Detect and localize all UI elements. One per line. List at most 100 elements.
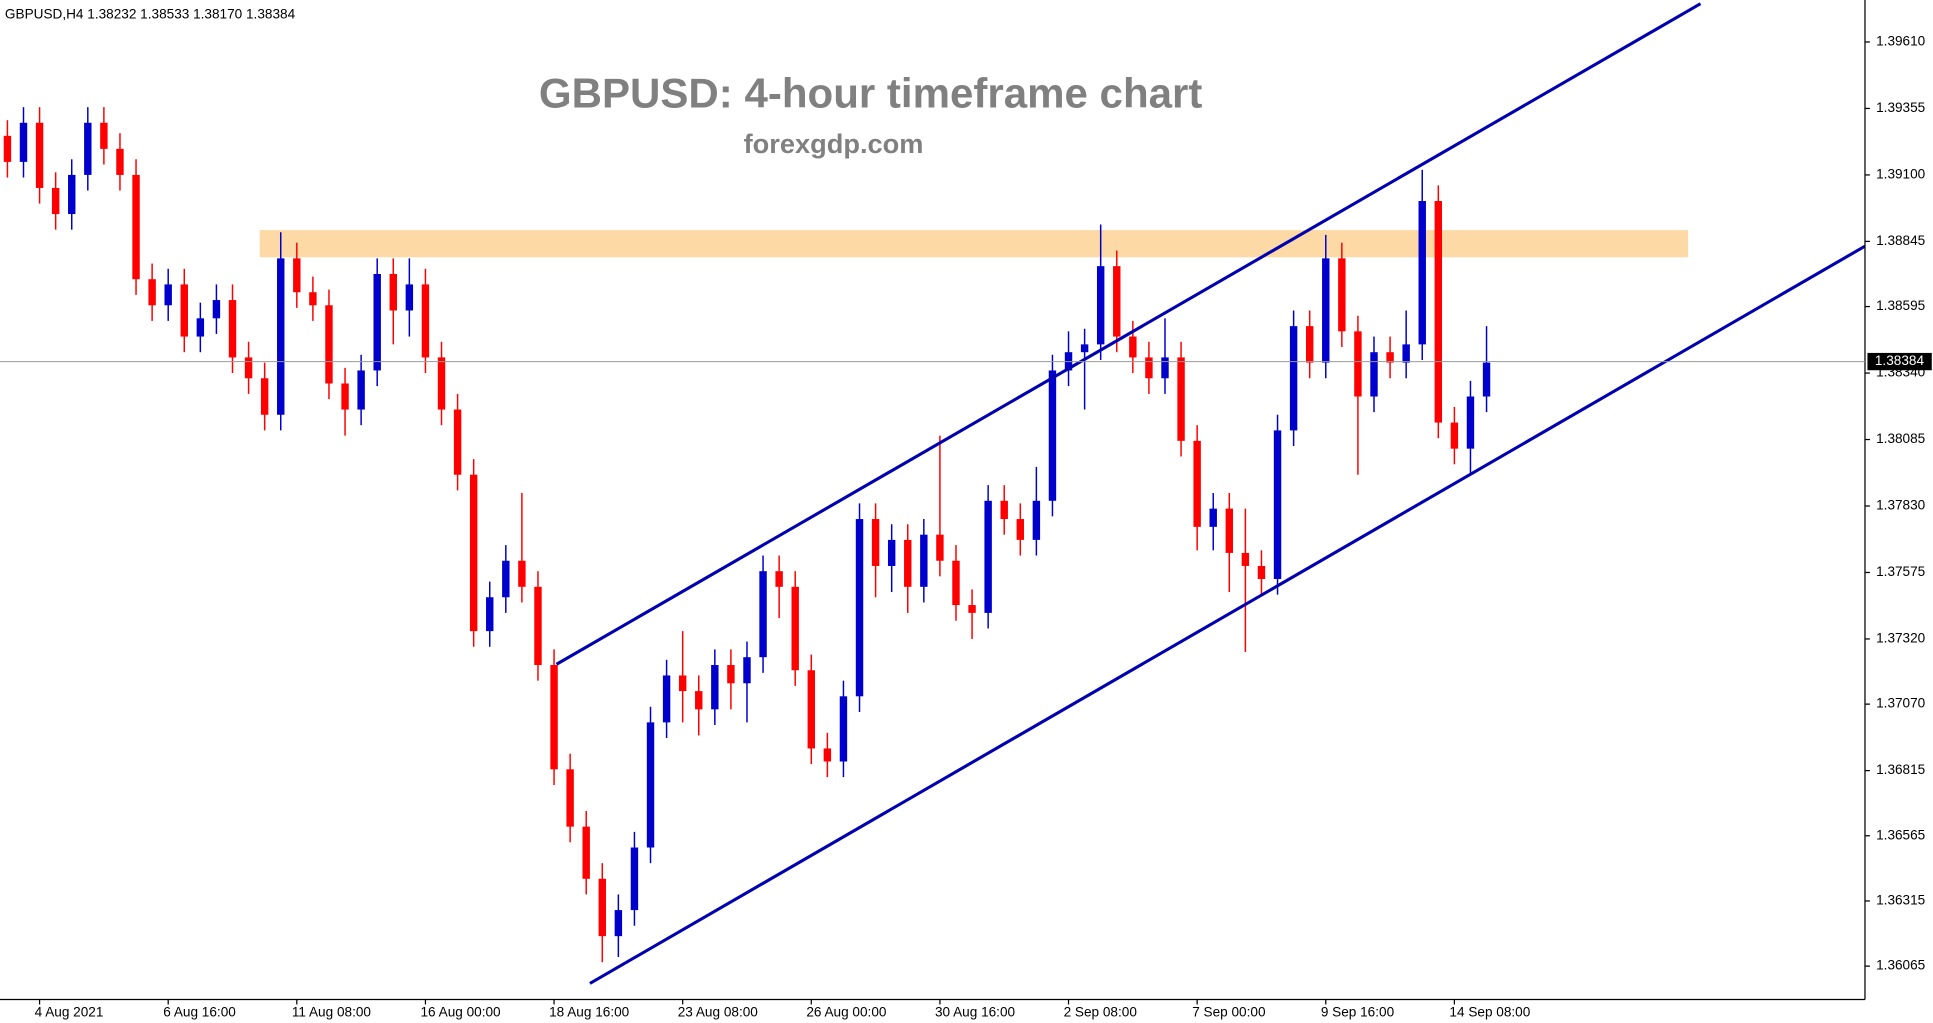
x-tick-label: 16 Aug 00:00: [420, 1005, 501, 1020]
channel-upper: [555, 2, 1702, 666]
candle-body: [437, 357, 446, 410]
candle-body: [1241, 552, 1250, 566]
y-tick-label: 1.37575: [1876, 564, 1925, 579]
candle-body: [51, 187, 60, 215]
y-tick-label: 1.38845: [1876, 233, 1925, 248]
x-tick-label: 14 Sep 08:00: [1449, 1005, 1530, 1020]
candle-body: [1000, 500, 1008, 520]
candle-body: [1482, 362, 1491, 397]
candle-body: [260, 378, 269, 415]
candle-body: [3, 135, 12, 162]
candle-body: [582, 826, 590, 879]
x-tick-label: 9 Sep 16:00: [1321, 1005, 1395, 1020]
candle-body: [1322, 258, 1330, 363]
candle-body: [1305, 326, 1314, 363]
candle-body: [855, 519, 864, 697]
candle-body: [791, 586, 799, 671]
candle-body: [1080, 344, 1089, 353]
candle-body: [646, 722, 655, 848]
candle-body: [309, 292, 317, 306]
candle-body: [711, 665, 719, 710]
candle-body: [132, 174, 140, 280]
candle-body: [1113, 266, 1121, 337]
candle-body: [1257, 565, 1266, 579]
candle-body: [807, 670, 816, 749]
x-tick-label: 4 Aug 2021: [35, 1005, 104, 1020]
candle-body: [662, 675, 671, 723]
chart-title: GBPUSD: 4-hour timeframe chart: [539, 70, 1202, 117]
candle-body: [228, 300, 237, 358]
candle-body: [1370, 352, 1378, 397]
candle-body: [871, 519, 880, 566]
candle-body: [952, 560, 960, 606]
y-tick-label: 1.39100: [1876, 167, 1926, 182]
x-tick-label: 7 Sep 00:00: [1192, 1005, 1266, 1020]
candle-body: [823, 748, 832, 762]
candle-body: [277, 258, 285, 415]
candle-body: [293, 258, 301, 293]
last-price-label: 1.38384: [1875, 353, 1925, 368]
candle-body: [421, 284, 430, 358]
candle-body: [1402, 344, 1410, 363]
x-tick-label: 26 Aug 00:00: [806, 1005, 887, 1020]
candle-body: [630, 847, 639, 911]
candle-body: [469, 474, 478, 632]
y-tick-label: 1.37320: [1876, 631, 1926, 646]
candle-body: [759, 571, 767, 658]
candle-body: [1354, 331, 1362, 397]
candle-body: [614, 910, 623, 937]
candle-body: [212, 300, 221, 319]
chart-subtitle: forexgdp.com: [744, 128, 924, 159]
x-tick-label: 2 Sep 08:00: [1064, 1005, 1138, 1020]
candle-body: [1338, 258, 1346, 332]
candle-body: [598, 878, 606, 937]
candle-body: [727, 665, 735, 684]
last-price-box: [1867, 352, 1932, 371]
candle-body: [968, 605, 976, 613]
candle-body: [518, 560, 526, 587]
y-tick-label: 1.39355: [1876, 100, 1925, 115]
x-tick-label: 11 Aug 08:00: [292, 1005, 372, 1020]
resistance-zone: [259, 230, 1689, 258]
candle-body: [180, 284, 188, 337]
y-tick-label: 1.36315: [1876, 893, 1925, 908]
candle-body: [1016, 519, 1025, 540]
y-tick-label: 1.38595: [1876, 298, 1925, 313]
candle-body: [1048, 370, 1057, 501]
x-tick-label: 30 Aug 16:00: [935, 1005, 1016, 1020]
candle-body: [1386, 352, 1394, 363]
y-tick-label: 1.36815: [1876, 762, 1925, 777]
candle-body: [1450, 422, 1459, 449]
candle-body: [984, 500, 992, 613]
candle-body: [1129, 336, 1137, 358]
candle-body: [357, 370, 365, 410]
candle-body: [550, 665, 558, 770]
y-tick-label: 1.38085: [1876, 431, 1925, 446]
candle-body: [148, 279, 156, 306]
candle-body: [1032, 500, 1041, 540]
candle-body: [775, 571, 783, 587]
candle-body: [341, 383, 349, 410]
x-tick-label: 18 Aug 16:00: [549, 1005, 630, 1020]
y-tick-label: 1.36065: [1876, 958, 1925, 973]
candle-body: [1418, 200, 1426, 345]
candle-body: [405, 284, 414, 311]
candle-body: [84, 122, 92, 175]
candle-body: [68, 174, 76, 215]
candle-body: [196, 318, 205, 337]
candle-body: [486, 597, 494, 632]
candle-body: [904, 539, 912, 587]
candle-body: [1466, 396, 1475, 449]
candle-body: [695, 691, 703, 710]
candle-body: [244, 357, 253, 379]
channel-lower: [589, 244, 1866, 985]
candle-body: [1177, 357, 1185, 441]
candle-body: [566, 769, 574, 827]
candle-body: [100, 122, 108, 149]
candle-body: [1193, 440, 1201, 527]
y-tick-label: 1.39610: [1876, 34, 1926, 49]
candle-body: [1096, 266, 1105, 345]
candle-body: [389, 273, 397, 311]
x-tick-label: 6 Aug 16:00: [163, 1005, 236, 1020]
